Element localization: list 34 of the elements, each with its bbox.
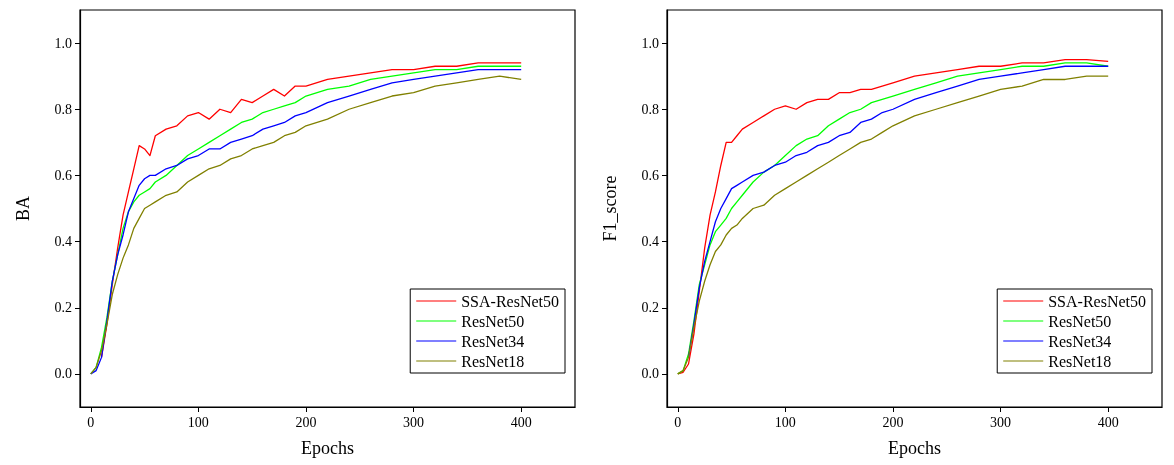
y-tick-label: 0.8 — [54, 101, 72, 117]
legend-label: ResNet18 — [461, 352, 525, 370]
x-axis-title: Epochs — [888, 438, 941, 458]
legend-label: ResNet34 — [1048, 332, 1112, 350]
x-tick-label: 200 — [882, 414, 904, 430]
legend-label: ResNet34 — [461, 332, 525, 350]
y-axis-title: BA — [13, 195, 33, 222]
x-axis-title: Epochs — [301, 438, 354, 458]
y-tick-label: 0.4 — [54, 234, 72, 250]
x-tick-label: 400 — [1097, 414, 1119, 430]
legend-label: ResNet50 — [1048, 312, 1112, 330]
x-tick-label: 300 — [990, 414, 1012, 430]
x-tick-label: 100 — [187, 414, 209, 430]
y-tick-label: 1.0 — [54, 35, 72, 51]
x-tick-label: 0 — [87, 414, 95, 430]
y-tick-label: 0.6 — [54, 167, 72, 183]
legend-label: ResNet18 — [1048, 352, 1112, 370]
legend-label: SSA-ResNet50 — [461, 292, 559, 310]
y-tick-label: 0.2 — [641, 300, 659, 316]
y-tick-label: 0.8 — [641, 101, 659, 117]
y-tick-label: 0.6 — [641, 167, 659, 183]
y-tick-label: 0.4 — [641, 234, 659, 250]
x-tick-label: 400 — [510, 414, 532, 430]
x-tick-label: 0 — [674, 414, 682, 430]
x-tick-label: 200 — [295, 414, 317, 430]
y-tick-label: 0.2 — [54, 300, 72, 316]
y-axis-title: F1_score — [600, 175, 620, 242]
legend-label: SSA-ResNet50 — [1048, 292, 1146, 310]
y-tick-label: 1.0 — [641, 35, 659, 51]
y-tick-label: 0.0 — [641, 366, 659, 382]
x-tick-label: 100 — [774, 414, 796, 430]
x-tick-label: 300 — [403, 414, 425, 430]
y-tick-label: 0.0 — [54, 366, 72, 382]
legend-label: ResNet50 — [461, 312, 525, 330]
